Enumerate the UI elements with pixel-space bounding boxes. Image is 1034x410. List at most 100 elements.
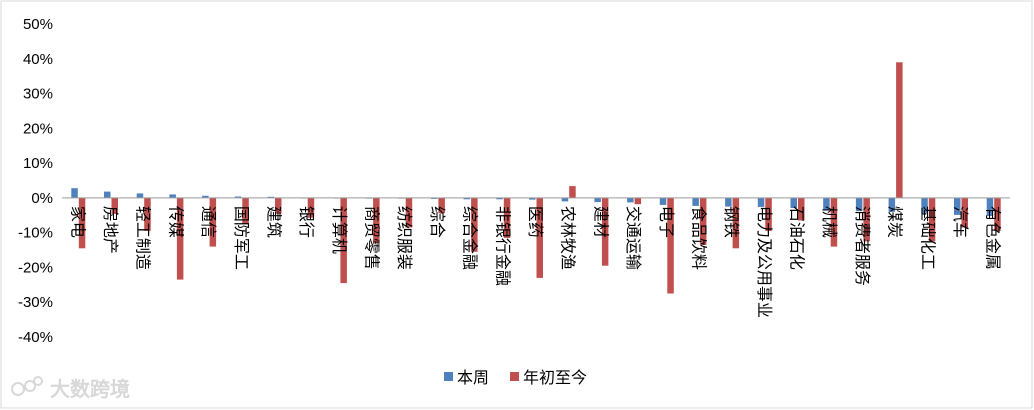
bar [169, 194, 176, 198]
x-tick-label: 汽车 [951, 206, 970, 238]
bar [855, 197, 863, 212]
y-tick-label: -20% [18, 259, 53, 276]
bar [307, 197, 315, 218]
x-tick-label: 煤炭 [886, 206, 905, 238]
bar [634, 197, 642, 205]
bar [594, 197, 601, 203]
bar [765, 197, 772, 231]
y-tick-label: 20% [23, 120, 53, 137]
x-tick-label: 轻工制造 [134, 206, 153, 270]
x-tick-label: 机械 [820, 206, 839, 238]
x-tick-label: 石油石化 [788, 206, 807, 270]
watermark-text: 大数跨境 [50, 377, 130, 401]
bar [496, 197, 503, 200]
bar [601, 197, 609, 266]
x-tick-label: 通信 [199, 206, 218, 238]
bar [144, 197, 151, 231]
x-tick-label: 商贸零售 [363, 206, 382, 270]
watermark-logo-icon [11, 376, 43, 396]
y-tick-label: 0% [31, 190, 53, 207]
x-tick-label: 计算机 [330, 206, 349, 254]
x-tick-label: 建材 [591, 206, 610, 238]
bar [627, 197, 634, 203]
bar [529, 197, 536, 200]
x-tick-label: 国防军工 [232, 206, 251, 270]
bar [659, 197, 667, 205]
bar [405, 197, 413, 228]
x-tick-label: 建筑 [265, 206, 284, 238]
bar [961, 197, 968, 228]
bar [373, 197, 380, 244]
series-1 [71, 188, 994, 216]
x-tick-label: 电子 [657, 206, 676, 238]
x-tick-label: 非银行金融 [493, 206, 512, 286]
x-tick-label: 消费者服务 [853, 206, 872, 286]
bar [790, 197, 797, 208]
bar-series [71, 62, 1001, 294]
bar [798, 197, 805, 221]
bar [209, 197, 217, 247]
bar [71, 188, 78, 198]
bar [732, 197, 740, 249]
x-tick-label: 家电 [68, 206, 87, 238]
y-tick-label: -30% [18, 294, 53, 311]
y-tick-label: 10% [23, 155, 53, 172]
bar [667, 197, 674, 294]
x-tick-label: 综合金融 [461, 206, 480, 270]
bar [692, 197, 699, 206]
bar [463, 197, 471, 200]
bar [569, 186, 576, 198]
bar [994, 197, 1001, 231]
watermark: 大数跨境 [11, 376, 130, 401]
legend-label: 本周 [457, 368, 489, 387]
bar [176, 197, 184, 280]
bar [267, 196, 274, 198]
x-tick-label: 交通运输 [624, 206, 643, 270]
bar [830, 197, 838, 247]
x-tick-label: 传媒 [166, 206, 185, 238]
bar [430, 197, 438, 199]
bar [202, 195, 209, 198]
bar [757, 197, 765, 207]
x-tick-label: 基础化工 [918, 206, 937, 270]
bar [921, 197, 928, 213]
x-axis-labels: 家电 房地产 轻工制造 传媒 通信 国防军工 建筑 银行 计算机 商贸零售 纺织服装 综合 综合金融 非银… [68, 206, 1002, 318]
bar [340, 197, 347, 284]
bar [536, 197, 543, 278]
y-tick-label: -40% [18, 329, 53, 346]
x-tick-label: 银行 [297, 206, 316, 238]
bar [78, 197, 86, 249]
y-axis-ticks: 50% 40% 30% 20% 10% 0% -10% -20% -30% -40% [18, 16, 53, 346]
x-tick-label: 纺织服装 [395, 206, 414, 270]
bar [438, 197, 445, 214]
bar [275, 197, 282, 214]
bar [863, 197, 870, 242]
x-tick-label: 钢铁 [722, 206, 741, 238]
y-tick-label: 40% [23, 51, 53, 68]
bar [471, 197, 478, 252]
bar [986, 197, 994, 216]
bar [561, 197, 569, 202]
bar [888, 197, 896, 212]
bar [234, 196, 242, 198]
series-2 [78, 62, 1001, 294]
x-tick-label: 食品饮料 [689, 206, 708, 270]
bar [699, 197, 707, 245]
legend: 本周 年初至今 [444, 368, 587, 387]
bar [954, 197, 961, 215]
bar [111, 197, 118, 214]
x-tick-label: 农林牧渔 [559, 206, 578, 270]
bar [896, 62, 903, 198]
legend-label: 年初至今 [523, 368, 587, 387]
x-tick-label: 电力及公用事业 [755, 206, 774, 318]
bar [823, 197, 830, 211]
y-tick-label: -10% [18, 225, 53, 242]
legend-swatch [510, 372, 519, 381]
bar [136, 193, 144, 198]
bar [242, 197, 249, 224]
y-tick-label: 50% [23, 16, 53, 33]
bar [928, 197, 936, 242]
x-tick-label: 房地产 [101, 206, 120, 254]
